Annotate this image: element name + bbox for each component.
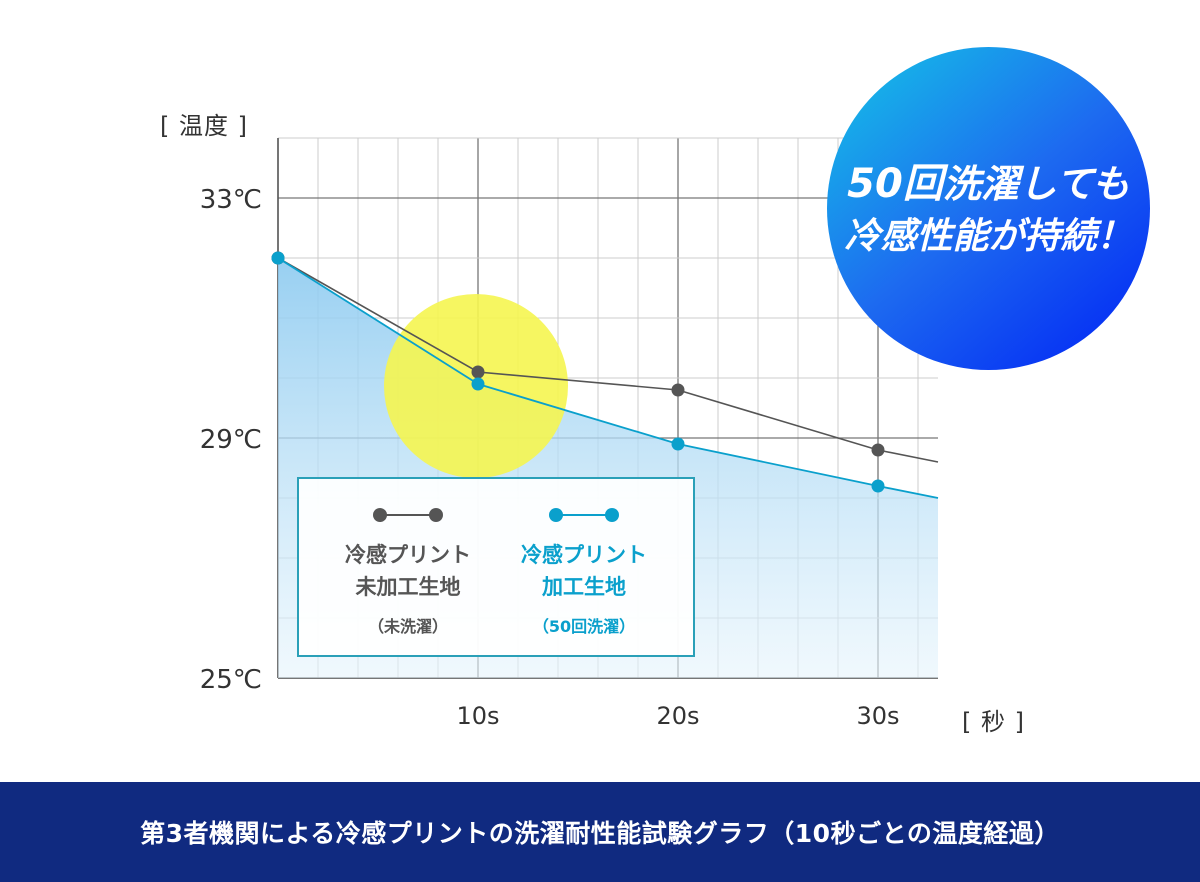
legend-swatch-treated [549, 505, 619, 525]
badge-line2: 冷感性能が持続！ [844, 215, 1133, 257]
point-treated-0 [271, 251, 285, 265]
legend-swatch-untreated [373, 505, 443, 525]
caption-banner: 第3者機関による冷感プリントの洗濯耐性能試験グラフ（10秒ごとの温度経過） [0, 782, 1200, 882]
legend-name-treated: 冷感プリント 加工生地 [521, 543, 647, 599]
legend-item-treated: 冷感プリント 加工生地 （50回洗濯） [499, 479, 669, 637]
point-untreated-10 [471, 365, 485, 379]
legend-item-untreated: 冷感プリント 未加工生地 （未洗濯） [323, 479, 493, 637]
point-untreated-20 [671, 383, 685, 397]
y-tick-label: 33℃ [200, 185, 262, 215]
legend-note-treated: （50回洗濯） [532, 617, 636, 636]
y-tick-label: 25℃ [200, 665, 262, 695]
x-axis-label: [ 秒 ] [962, 708, 1025, 736]
legend-name-untreated: 冷感プリント 未加工生地 [345, 543, 471, 599]
point-treated-10 [471, 377, 485, 391]
legend-note-untreated: （未洗濯） [367, 617, 448, 636]
badge-count: 50回 [847, 160, 943, 207]
caption-text: 第3者機関による冷感プリントの洗濯耐性能試験グラフ（10秒ごとの温度経過） [140, 819, 1060, 848]
y-tick-label: 29℃ [200, 425, 262, 455]
chart-legend: 冷感プリント 未加工生地 （未洗濯） 冷感プリント 加工生地 （50回洗濯） [297, 477, 695, 657]
point-treated-30 [871, 479, 885, 493]
x-tick-label: 30s [856, 702, 899, 730]
point-treated-20 [671, 437, 685, 451]
durability-badge: 50回洗濯しても 冷感性能が持続！ [827, 47, 1150, 370]
badge-text-small: 洗濯しても [942, 161, 1130, 206]
badge-line1: 50回洗濯しても [847, 156, 1130, 212]
y-axis-label: [ 温度 ] [160, 112, 248, 140]
x-tick-label: 20s [656, 702, 699, 730]
x-tick-label: 10s [456, 702, 499, 730]
point-untreated-30 [871, 443, 885, 457]
